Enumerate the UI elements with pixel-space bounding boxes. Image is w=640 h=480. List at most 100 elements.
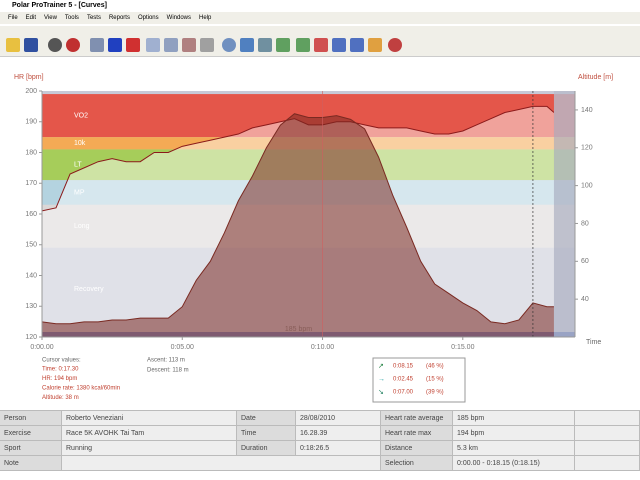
x-tick-label: 0:10.00 [311, 344, 334, 351]
chart-icon[interactable] [146, 38, 160, 52]
cell-value: 16.28.39 [295, 425, 381, 441]
zone-time-box [372, 357, 466, 403]
tool-icon[interactable] [66, 38, 80, 52]
cell-label: Distance [380, 440, 453, 456]
menu-item[interactable]: Tests [86, 15, 101, 21]
y-tick-label: 140 [25, 272, 37, 279]
chart-icon[interactable] [200, 38, 214, 52]
y-tick-label: 200 [25, 88, 37, 95]
y-tick-label: 130 [25, 303, 37, 310]
y2-tick-label: 60 [581, 258, 589, 265]
zone-time: 0:08.15 [393, 364, 414, 370]
save-icon[interactable] [24, 38, 38, 52]
x-tick-label: 0:15.00 [451, 344, 474, 351]
zone-arrow: ↘ [378, 389, 384, 396]
y-tick-label: 190 [25, 119, 37, 126]
menu-item[interactable]: Edit [25, 15, 37, 21]
menu-item[interactable]: Options [137, 15, 159, 21]
zone-label: MP [74, 189, 85, 196]
cursor-value: HR: 194 bpm [42, 376, 77, 382]
report-icon[interactable] [314, 38, 328, 52]
tool-icon[interactable] [108, 38, 122, 52]
zone-percent: (15 %) [426, 377, 444, 383]
menu-item[interactable]: Windows [166, 15, 191, 21]
exercise-table: Person Roberto Veneziani Date 28/08/2010 Hea… [0, 410, 640, 471]
cell-label: Exercise [0, 425, 62, 441]
cell-label: Heart rate max [380, 425, 453, 441]
toolbar [0, 26, 640, 57]
tool-icon[interactable] [240, 38, 254, 52]
cell-empty [574, 440, 640, 456]
menu-item[interactable]: File [8, 15, 18, 21]
curves-chart: HR [bpm] Altitude [m] Time VO2 10k LT MP Lon… [14, 74, 613, 403]
zone-arrow: → [378, 376, 385, 383]
y-tick-label: 180 [25, 149, 37, 156]
open-icon[interactable] [6, 38, 20, 52]
chart-icon[interactable] [164, 38, 178, 52]
x-axis-label: Time [586, 339, 601, 346]
cell-value: Running [61, 440, 237, 456]
zone-percent: (39 %) [426, 390, 444, 396]
zone-label: 10k [74, 140, 86, 147]
tool-icon[interactable] [276, 38, 290, 52]
zone-label: Long [74, 223, 90, 230]
menu-item[interactable]: Help [199, 15, 212, 21]
zone-time: 0:02.45 [393, 377, 414, 383]
calendar-icon[interactable] [90, 38, 104, 52]
report-icon[interactable] [350, 38, 364, 52]
y2-tick-label: 100 [581, 182, 593, 189]
y-tick-label: 160 [25, 211, 37, 218]
zone-percent: (46 %) [426, 364, 444, 370]
y2-tick-label: 40 [581, 296, 589, 303]
y-tick-label: 120 [25, 334, 37, 341]
zone-time: 0:07.00 [393, 390, 414, 396]
chart-icon[interactable] [182, 38, 196, 52]
tool-icon[interactable] [126, 38, 140, 52]
users-icon[interactable] [388, 38, 402, 52]
y2-axis-label: Altitude [m] [578, 74, 613, 81]
cell-empty [574, 410, 640, 426]
zone-arrow: ↗ [378, 363, 384, 370]
y2-tick-label: 80 [581, 220, 589, 227]
zone-label: VO2 [74, 112, 88, 119]
report-icon[interactable] [296, 38, 310, 52]
menu-item[interactable]: View [44, 15, 57, 21]
menu-bar: File Edit View Tools Tests Reports Options Wind… [0, 12, 640, 24]
cell-empty [574, 455, 640, 471]
cursor-value: Calorie rate: 1380 kcal/60min [42, 386, 120, 392]
cell-label: Date [236, 410, 296, 426]
cell-value: 28/08/2010 [295, 410, 381, 426]
report-icon[interactable] [368, 38, 382, 52]
zoom-icon[interactable] [222, 38, 236, 52]
title-bar: Polar ProTrainer 5 - [Curves] [0, 0, 640, 12]
cell-value: 5.3 km [452, 440, 575, 456]
tool-icon[interactable] [48, 38, 62, 52]
cell-label: Person [0, 410, 62, 426]
x-tick-label: 0:05.00 [171, 344, 194, 351]
report-icon[interactable] [332, 38, 346, 52]
zone-label: Recovery [74, 286, 104, 293]
zone-label: LT [74, 162, 82, 169]
ascent: Ascent: 113 m [147, 358, 185, 364]
altitude-area [42, 113, 554, 337]
cell-label: Selection [380, 455, 453, 471]
cell-label: Sport [0, 440, 62, 456]
cursor-title: Cursor values: [42, 358, 81, 364]
cell-label: Time [236, 425, 296, 441]
y-tick-label: 150 [25, 242, 37, 249]
tool-icon[interactable] [258, 38, 272, 52]
cell-value: Race 5K AVOHK Tai Tam [61, 425, 237, 441]
cell-value: 185 bpm [452, 410, 575, 426]
menu-item[interactable]: Reports [108, 15, 130, 21]
cell-empty [574, 425, 640, 441]
cell-value: 194 bpm [452, 425, 575, 441]
y2-tick-label: 120 [581, 145, 593, 152]
cursor-value: Time: 0:17.30 [42, 367, 79, 373]
y-tick-label: 170 [25, 180, 37, 187]
window-title: Polar ProTrainer 5 - [Curves] [12, 2, 107, 9]
note-value [61, 455, 381, 471]
menu-item[interactable]: Tools [64, 15, 79, 21]
descent: Descent: 118 m [147, 368, 189, 374]
cell-value: 0:18:26.5 [295, 440, 381, 456]
